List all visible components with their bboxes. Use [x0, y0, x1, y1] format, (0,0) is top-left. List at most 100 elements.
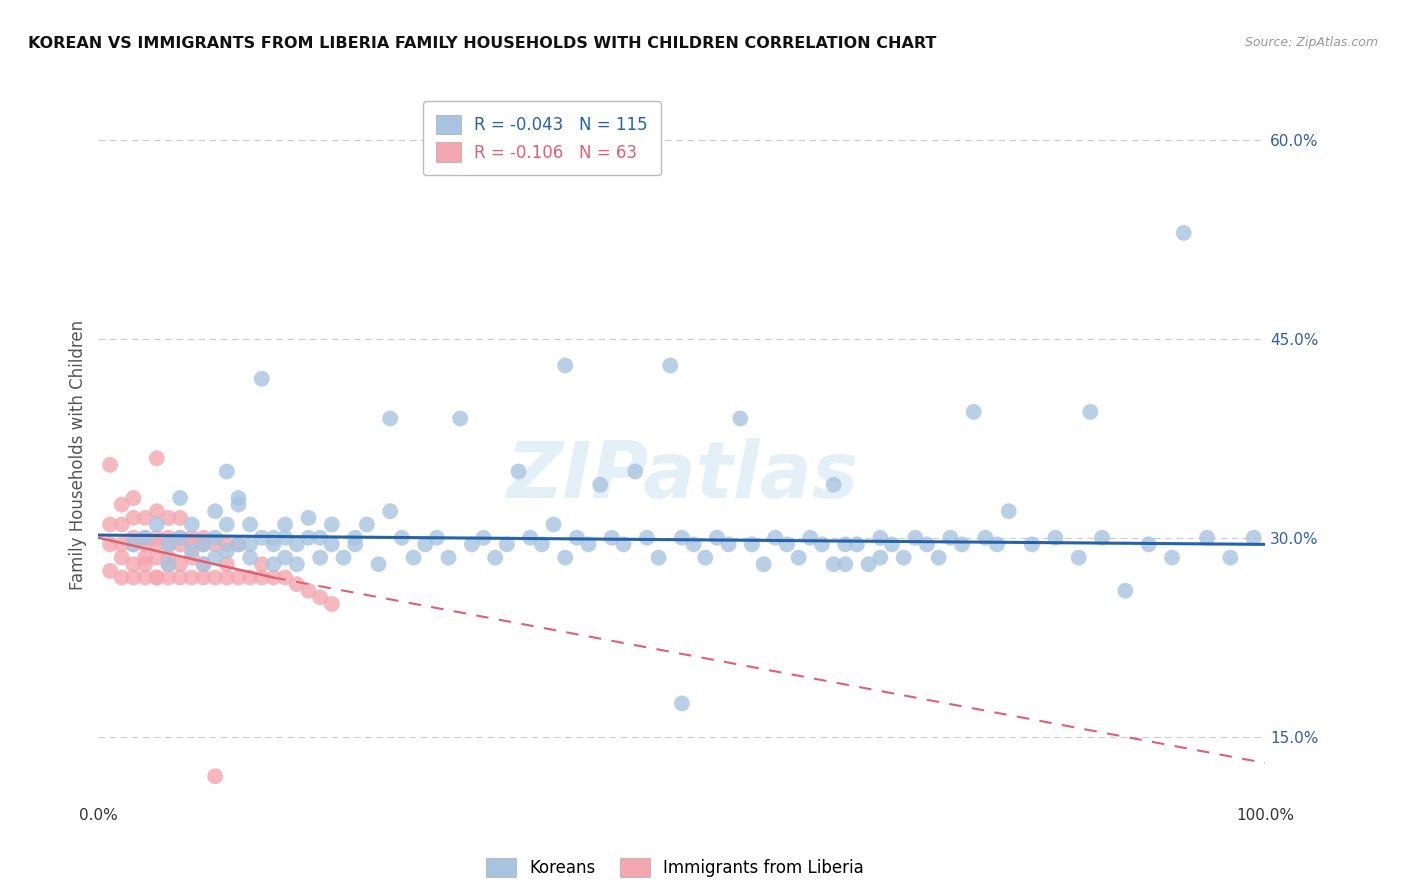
- Point: [157, 570, 180, 584]
- Text: Source: ZipAtlas.com: Source: ZipAtlas.com: [1244, 36, 1378, 49]
- Point: [122, 570, 145, 584]
- Point: [250, 531, 273, 545]
- Point: [578, 537, 600, 551]
- Point: [624, 465, 647, 479]
- Point: [880, 537, 903, 551]
- Point: [239, 517, 262, 532]
- Point: [1137, 537, 1160, 551]
- Point: [146, 451, 169, 466]
- Point: [134, 570, 156, 584]
- Point: [193, 570, 215, 584]
- Point: [215, 570, 238, 584]
- Point: [565, 531, 588, 545]
- Point: [215, 517, 238, 532]
- Point: [204, 531, 226, 545]
- Point: [122, 531, 145, 545]
- Point: [146, 537, 169, 551]
- Point: [659, 359, 682, 373]
- Point: [928, 550, 950, 565]
- Point: [157, 537, 180, 551]
- Point: [180, 517, 202, 532]
- Point: [402, 550, 425, 565]
- Point: [180, 537, 202, 551]
- Point: [787, 550, 810, 565]
- Point: [285, 537, 308, 551]
- Point: [111, 498, 134, 512]
- Point: [228, 537, 250, 551]
- Point: [228, 570, 250, 584]
- Y-axis label: Family Households with Children: Family Households with Children: [69, 320, 87, 590]
- Point: [344, 537, 367, 551]
- Point: [193, 531, 215, 545]
- Point: [589, 477, 612, 491]
- Point: [1021, 537, 1043, 551]
- Point: [157, 531, 180, 545]
- Point: [180, 544, 202, 558]
- Point: [600, 531, 623, 545]
- Point: [204, 537, 226, 551]
- Text: ZIPatlas: ZIPatlas: [506, 438, 858, 514]
- Point: [962, 405, 984, 419]
- Point: [122, 537, 145, 551]
- Point: [297, 583, 319, 598]
- Point: [309, 591, 332, 605]
- Point: [297, 511, 319, 525]
- Point: [134, 511, 156, 525]
- Point: [1219, 550, 1241, 565]
- Point: [869, 531, 891, 545]
- Point: [986, 537, 1008, 551]
- Point: [613, 537, 636, 551]
- Point: [647, 550, 669, 565]
- Point: [157, 550, 180, 565]
- Point: [239, 537, 262, 551]
- Point: [297, 531, 319, 545]
- Point: [169, 511, 191, 525]
- Point: [122, 558, 145, 572]
- Point: [519, 531, 541, 545]
- Point: [274, 517, 297, 532]
- Point: [449, 411, 471, 425]
- Point: [717, 537, 740, 551]
- Point: [193, 558, 215, 572]
- Point: [146, 531, 169, 545]
- Point: [530, 537, 553, 551]
- Point: [776, 537, 799, 551]
- Point: [157, 511, 180, 525]
- Point: [974, 531, 997, 545]
- Point: [262, 537, 284, 551]
- Point: [950, 537, 973, 551]
- Point: [193, 537, 215, 551]
- Point: [671, 531, 693, 545]
- Point: [554, 550, 576, 565]
- Point: [98, 458, 121, 472]
- Point: [321, 537, 343, 551]
- Point: [508, 465, 530, 479]
- Point: [1080, 405, 1102, 419]
- Point: [472, 531, 495, 545]
- Point: [134, 550, 156, 565]
- Point: [274, 531, 297, 545]
- Point: [834, 537, 856, 551]
- Point: [146, 570, 169, 584]
- Point: [146, 570, 169, 584]
- Point: [285, 558, 308, 572]
- Point: [997, 504, 1019, 518]
- Point: [157, 558, 180, 572]
- Point: [706, 531, 728, 545]
- Point: [846, 537, 869, 551]
- Point: [356, 517, 378, 532]
- Point: [111, 570, 134, 584]
- Point: [134, 558, 156, 572]
- Point: [228, 491, 250, 505]
- Point: [274, 570, 297, 584]
- Point: [823, 558, 845, 572]
- Point: [763, 531, 786, 545]
- Point: [215, 537, 238, 551]
- Point: [134, 531, 156, 545]
- Point: [146, 550, 169, 565]
- Point: [262, 531, 284, 545]
- Point: [274, 550, 297, 565]
- Point: [193, 558, 215, 572]
- Point: [799, 531, 821, 545]
- Legend: R = -0.043   N = 115, R = -0.106   N = 63: R = -0.043 N = 115, R = -0.106 N = 63: [423, 102, 661, 175]
